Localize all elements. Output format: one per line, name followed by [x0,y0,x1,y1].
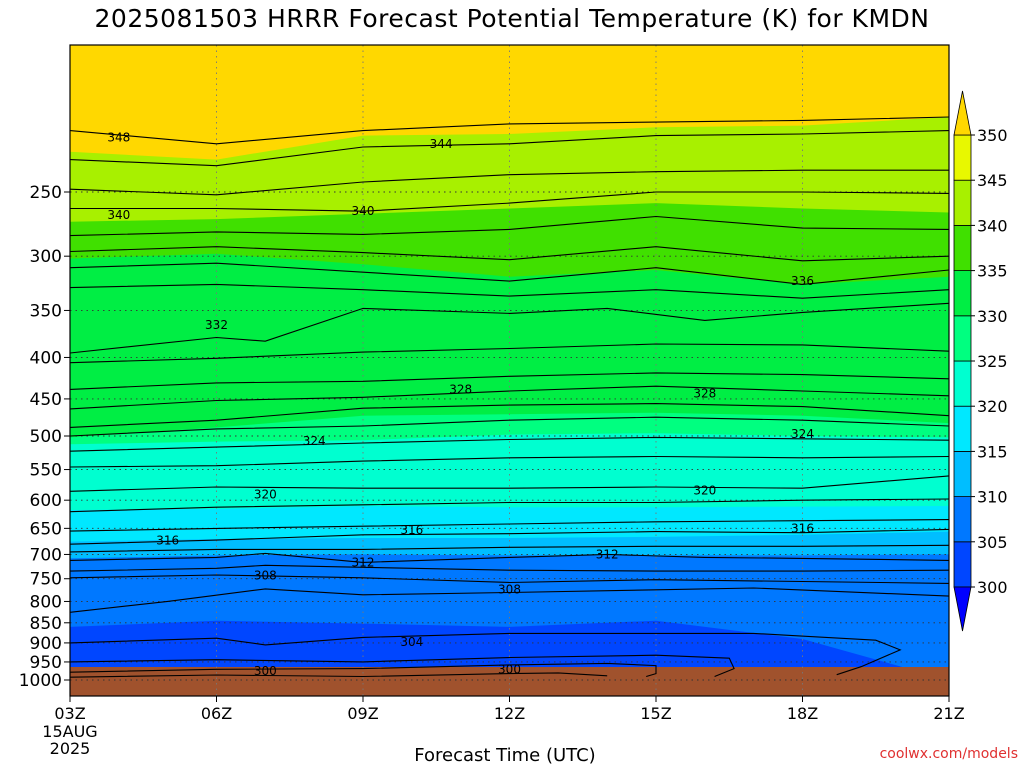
x-tick-label: 12Z [494,704,525,723]
contour-label: 300 [254,664,277,678]
colorbar-segment [954,542,971,587]
y-tick-label: 600 [30,491,62,511]
contour-label: 300 [498,662,521,676]
x-tick-label: 06Z [201,704,232,723]
contour-label: 316 [400,523,423,537]
contour-label: 344 [430,137,453,151]
y-tick-label: 300 [30,247,62,267]
colorbar-label: 330 [977,307,1008,326]
contour-label: 304 [400,635,423,649]
colorbar-segment [954,180,971,225]
colorbar-label: 310 [977,488,1008,507]
colorbar-label: 340 [977,216,1008,235]
colorbar-segment [954,316,971,361]
y-tick-label: 500 [30,427,62,447]
y-tick-label: 450 [30,390,62,410]
y-axis: 2503003504004505005506006507007508008509… [19,183,70,691]
y-tick-label: 800 [30,592,62,612]
x-tick-label: 03Z [54,704,85,723]
colorbar: 300 305 310 315 320 325 330 335 340 345 350 [954,91,1008,631]
contour-label: 332 [205,318,228,332]
colorbar-label: 350 [977,126,1008,145]
colorbar-label: 315 [977,442,1008,461]
y-tick-label: 350 [30,301,62,321]
colorbar-segment [954,361,971,406]
y-tick-label: 400 [30,348,62,368]
x-axis-label: Forecast Time (UTC) [0,745,1010,766]
y-tick-label: 950 [30,653,62,673]
contour-label: 348 [107,130,130,144]
colorbar-label: 305 [977,533,1008,552]
x-tick-label: 09Z [347,704,378,723]
contour-label: 320 [254,487,277,501]
contour-label: 328 [693,386,716,400]
y-tick-label: 750 [30,570,62,590]
contour-label: 312 [596,547,619,561]
colorbar-segment [954,406,971,451]
contour-label: 324 [303,434,326,448]
y-tick-label: 850 [30,614,62,634]
y-tick-label: 700 [30,545,62,565]
colorbar-segment [954,451,971,496]
contour-label: 336 [791,274,814,288]
colorbar-segment [954,271,971,316]
y-tick-label: 250 [30,183,62,203]
contour-label: 324 [791,427,814,441]
y-tick-label: 550 [30,461,62,481]
contour-label: 308 [498,582,521,596]
y-tick-label: 1000 [19,671,62,691]
x-tick-label: 18Z [787,704,818,723]
contour-label: 316 [156,534,179,548]
colorbar-label: 335 [977,262,1008,281]
colorbar-segment [954,225,971,270]
colorbar-label: 325 [977,352,1008,371]
contour-label: 316 [791,521,814,535]
colorbar-arrow-high [954,91,971,135]
contour-label: 340 [352,204,375,218]
colorbar-segment [954,135,971,180]
contour-label: 328 [449,382,472,396]
x-tick-label: 21Z [933,704,964,723]
x-tick-label: 15Z [640,704,671,723]
colorbar-segment [954,497,971,542]
colorbar-label: 300 [977,578,1008,597]
credit-link[interactable]: coolwx.com/models [880,746,1018,762]
contour-label: 320 [693,484,716,498]
contour-label: 308 [254,568,277,582]
contour-label: 340 [107,208,130,222]
y-tick-label: 650 [30,519,62,539]
colorbar-label: 345 [977,171,1008,190]
colorbar-label: 320 [977,397,1008,416]
y-tick-label: 900 [30,634,62,654]
contour-label: 312 [352,555,375,569]
colorbar-arrow-low [954,587,971,631]
